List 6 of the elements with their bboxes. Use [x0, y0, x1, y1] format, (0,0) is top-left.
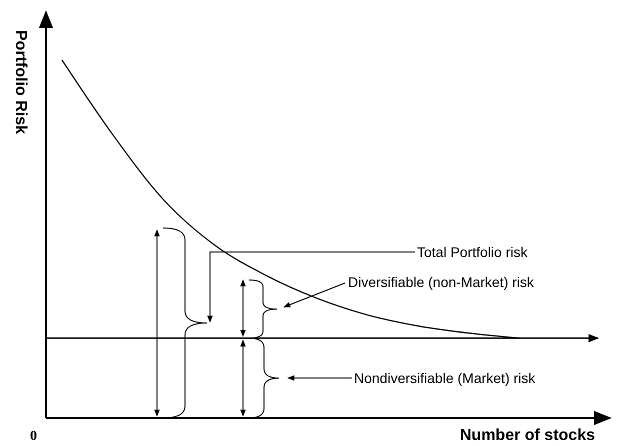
- annotation: Diversifiable (non-Market) risk: [348, 274, 535, 290]
- x-axis-title: Number of stocks: [460, 427, 596, 444]
- annotation: Total Portfolio risk: [417, 244, 528, 260]
- annotation: Nondiversifiable (Market) risk: [354, 370, 536, 386]
- y-axis-title: Portfolio Risk: [12, 30, 29, 134]
- text: 0: [30, 429, 37, 444]
